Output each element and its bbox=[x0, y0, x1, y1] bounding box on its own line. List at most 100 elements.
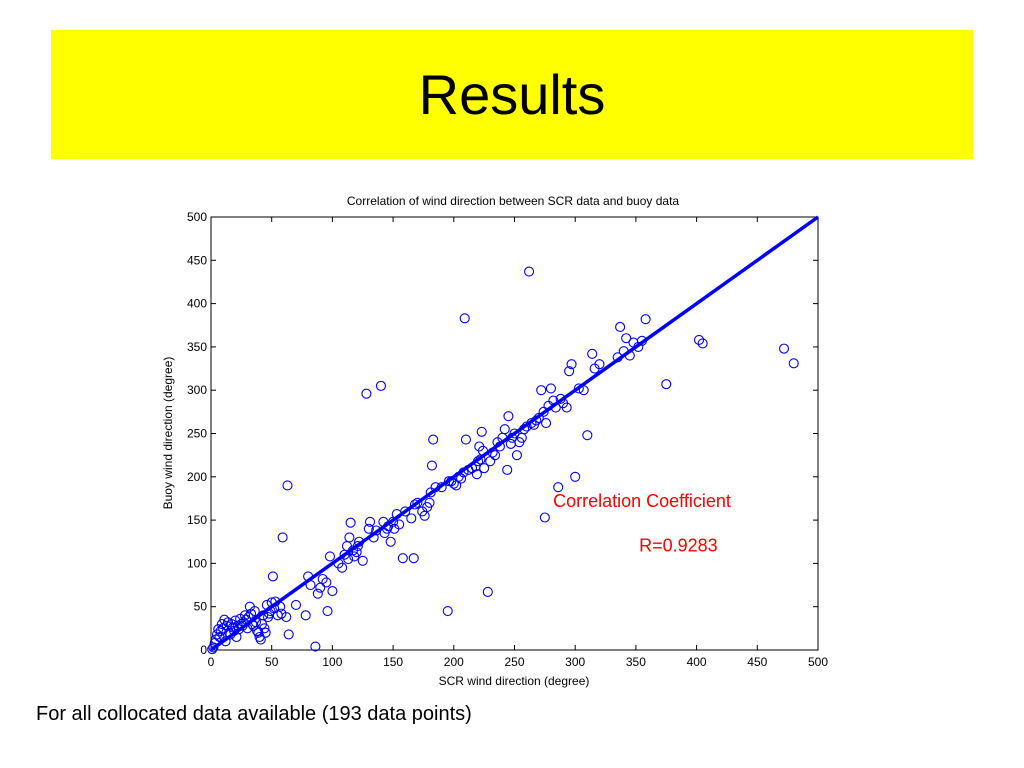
x-axis-label: SCR wind direction (degree) bbox=[439, 674, 590, 688]
data-point bbox=[283, 629, 294, 640]
data-point bbox=[524, 266, 535, 277]
y-tick-label: 300 bbox=[187, 383, 207, 397]
data-point bbox=[553, 482, 564, 493]
y-tick-label: 50 bbox=[194, 600, 208, 614]
data-point bbox=[397, 553, 408, 564]
data-point bbox=[788, 358, 799, 369]
data-point bbox=[476, 426, 487, 437]
data-point bbox=[594, 359, 605, 370]
data-point bbox=[778, 343, 790, 354]
data-point bbox=[409, 499, 421, 510]
data-point bbox=[538, 406, 549, 417]
data-point bbox=[459, 313, 470, 324]
data-point bbox=[570, 471, 581, 482]
y-tick-label: 400 bbox=[187, 297, 207, 311]
x-tick-label: 150 bbox=[383, 655, 403, 669]
data-point bbox=[324, 551, 336, 562]
y-tick-label: 0 bbox=[200, 643, 207, 657]
data-points bbox=[207, 266, 799, 655]
data-point bbox=[344, 532, 355, 543]
data-point bbox=[615, 321, 626, 333]
data-point bbox=[361, 388, 372, 399]
data-point bbox=[482, 586, 493, 598]
y-tick-label: 250 bbox=[187, 427, 207, 441]
x-tick-label: 0 bbox=[208, 655, 215, 669]
data-point bbox=[573, 383, 584, 394]
y-tick-label: 150 bbox=[187, 513, 207, 527]
data-point bbox=[400, 506, 411, 517]
data-point bbox=[213, 624, 224, 635]
data-point bbox=[443, 476, 454, 487]
data-point bbox=[281, 612, 292, 623]
chart-title: Correlation of wind direction between SC… bbox=[347, 194, 680, 208]
data-point bbox=[267, 571, 278, 582]
x-tick-label: 350 bbox=[626, 655, 646, 669]
y-tick-label: 500 bbox=[187, 210, 207, 224]
annotation-r-value: R=0.9283 bbox=[639, 535, 718, 555]
data-point bbox=[503, 411, 514, 422]
data-point bbox=[345, 517, 356, 528]
data-point bbox=[426, 460, 437, 471]
data-point bbox=[460, 434, 471, 445]
slide-title: Results bbox=[418, 63, 606, 126]
data-point bbox=[312, 588, 323, 599]
data-point bbox=[479, 463, 490, 474]
x-tick-label: 250 bbox=[504, 655, 524, 669]
y-axis-label: Buoy wind direction (degree) bbox=[161, 357, 175, 510]
data-point bbox=[442, 605, 453, 617]
data-point bbox=[541, 418, 552, 429]
title-banner: Results bbox=[51, 30, 973, 159]
data-point bbox=[471, 469, 482, 480]
data-point bbox=[212, 629, 223, 640]
data-point bbox=[408, 553, 419, 564]
data-point bbox=[412, 497, 423, 508]
data-point bbox=[640, 314, 651, 325]
data-point bbox=[300, 610, 311, 621]
data-point bbox=[208, 642, 219, 653]
data-point bbox=[564, 366, 575, 377]
data-point bbox=[255, 634, 266, 645]
data-point bbox=[697, 338, 708, 349]
data-point bbox=[456, 473, 467, 484]
data-point bbox=[566, 359, 577, 370]
data-point bbox=[290, 599, 302, 611]
data-point bbox=[561, 402, 572, 413]
x-tick-label: 400 bbox=[687, 655, 707, 669]
data-point bbox=[428, 434, 439, 445]
annotation-correlation-label: Correlation Coefficient bbox=[553, 491, 731, 511]
data-point bbox=[424, 497, 435, 508]
x-tick-label: 450 bbox=[747, 655, 767, 669]
x-tick-label: 300 bbox=[565, 655, 585, 669]
data-point bbox=[448, 478, 459, 489]
x-tick-label: 50 bbox=[265, 655, 279, 669]
data-point bbox=[509, 428, 520, 439]
data-point bbox=[363, 523, 374, 534]
data-point bbox=[621, 333, 632, 344]
data-point bbox=[499, 424, 510, 435]
data-point bbox=[317, 573, 328, 585]
y-tick-label: 450 bbox=[187, 253, 207, 267]
y-tick-label: 350 bbox=[187, 340, 207, 354]
x-tick-label: 200 bbox=[444, 655, 464, 669]
data-point bbox=[661, 379, 672, 390]
y-tick-label: 100 bbox=[187, 556, 207, 570]
data-point bbox=[406, 513, 417, 524]
data-point bbox=[545, 383, 556, 394]
data-point bbox=[322, 605, 333, 617]
data-point bbox=[385, 536, 396, 547]
data-point bbox=[310, 641, 321, 652]
data-point bbox=[394, 519, 405, 530]
data-point bbox=[337, 562, 348, 573]
data-point bbox=[536, 385, 547, 396]
x-tick-label: 100 bbox=[322, 655, 342, 669]
data-point bbox=[343, 554, 354, 565]
data-point bbox=[693, 334, 705, 346]
data-point bbox=[539, 512, 550, 523]
chart-svg: Correlation of wind direction between SC… bbox=[161, 194, 828, 688]
regression-line bbox=[209, 215, 820, 652]
data-point bbox=[259, 623, 270, 634]
data-point bbox=[352, 541, 363, 552]
data-point bbox=[249, 605, 260, 617]
data-point bbox=[282, 480, 293, 491]
data-point bbox=[321, 577, 332, 588]
